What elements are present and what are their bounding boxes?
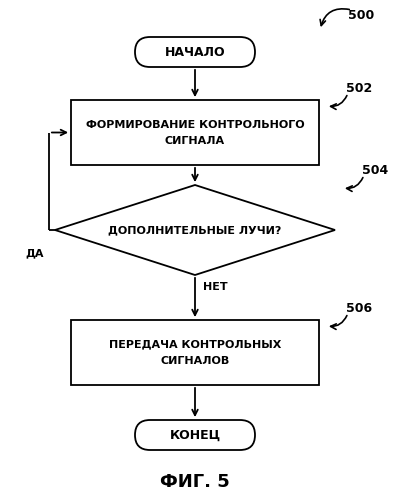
Polygon shape <box>55 185 334 275</box>
Text: ФОРМИРОВАНИЕ КОНТРОЛЬНОГО: ФОРМИРОВАНИЕ КОНТРОЛЬНОГО <box>85 120 304 130</box>
Text: КОНЕЦ: КОНЕЦ <box>169 428 220 442</box>
Bar <box>71 100 318 165</box>
FancyBboxPatch shape <box>135 420 254 450</box>
Text: СИГНАЛОВ: СИГНАЛОВ <box>160 356 229 366</box>
Text: ПЕРЕДАЧА КОНТРОЛЬНЫХ: ПЕРЕДАЧА КОНТРОЛЬНЫХ <box>109 340 280 349</box>
Text: НАЧАЛО: НАЧАЛО <box>164 46 225 59</box>
Text: ДА: ДА <box>25 248 44 258</box>
Bar <box>71 320 318 385</box>
FancyBboxPatch shape <box>135 37 254 67</box>
Text: 500: 500 <box>347 8 373 22</box>
Text: ДОПОЛНИТЕЛЬНЫЕ ЛУЧИ?: ДОПОЛНИТЕЛЬНЫЕ ЛУЧИ? <box>108 225 281 235</box>
Text: 504: 504 <box>361 164 387 177</box>
Text: НЕТ: НЕТ <box>203 282 227 292</box>
Text: ФИГ. 5: ФИГ. 5 <box>160 473 229 491</box>
Text: 502: 502 <box>345 82 371 95</box>
Text: СИГНАЛА: СИГНАЛА <box>164 136 225 145</box>
Text: 506: 506 <box>345 302 371 315</box>
